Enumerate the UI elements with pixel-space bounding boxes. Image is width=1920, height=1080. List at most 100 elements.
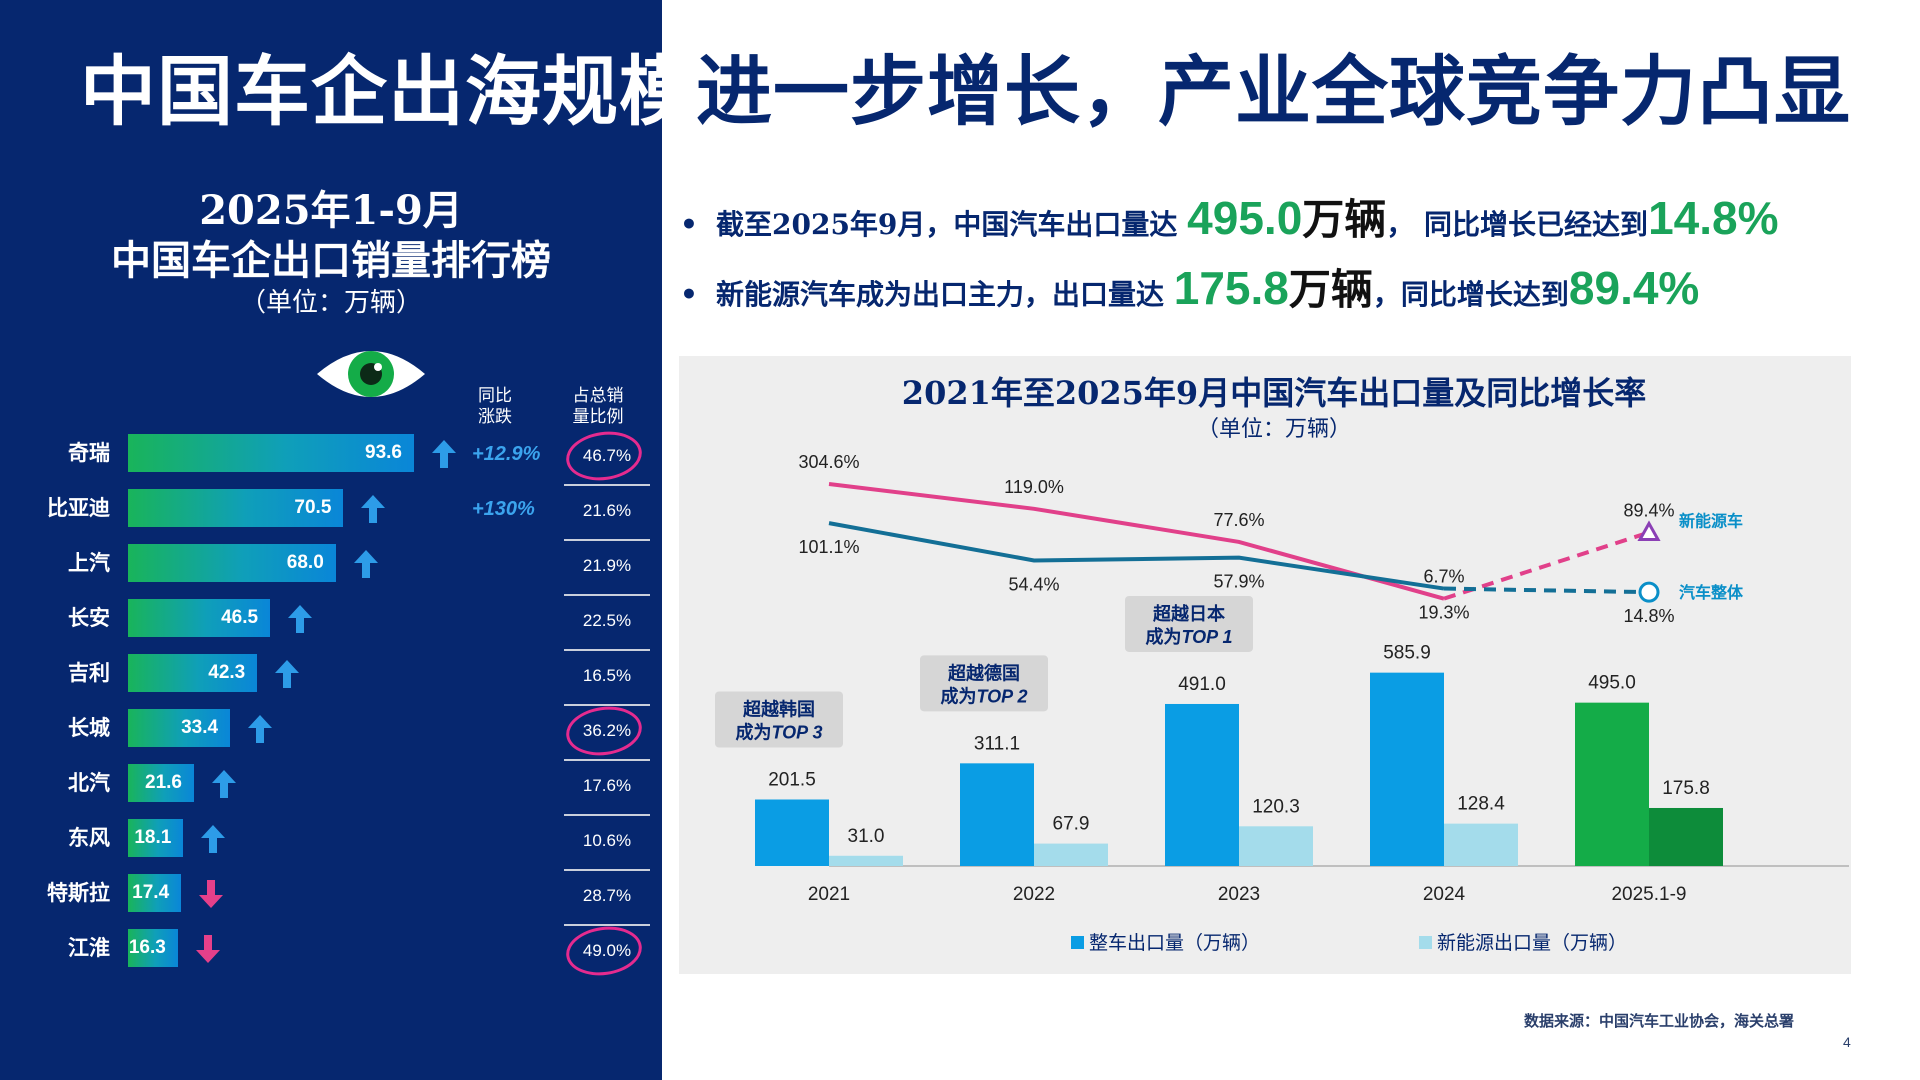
ranking-bar-value: 93.6: [365, 442, 402, 463]
ranking-brand-name: 江淮: [68, 935, 110, 960]
ranking-bar: 68.0: [128, 544, 336, 582]
bullet-item: • 新能源汽车成为出口主力，出口量达 175.8万辆，同比增长达到89.4%: [680, 256, 1699, 317]
bullet-unit: 万辆: [1302, 195, 1387, 244]
ranking-bar: 70.5: [128, 489, 344, 527]
bar-nev-export: [1239, 826, 1313, 866]
ranking-row: 长安 46.5 22.5%: [0, 599, 662, 643]
triangle-marker-icon: [1637, 520, 1661, 541]
ranking-bar-value: 21.6: [145, 772, 182, 793]
x-tick-label: 2025.1-9: [1611, 884, 1686, 905]
share-divider: [564, 539, 650, 541]
eye-icon: [317, 351, 425, 397]
growth-label: 14.8%: [1623, 606, 1674, 626]
growth-label: 77.6%: [1213, 510, 1264, 530]
share-divider: [564, 814, 650, 816]
bullet-text: ，同比增长达到: [1372, 278, 1569, 311]
line-nev-growth-dashed: [1443, 530, 1650, 601]
ranking-row: 北汽 21.6 17.6%: [0, 764, 662, 808]
ranking-bar-value: 70.5: [294, 497, 332, 518]
line-nev-growth: [828, 482, 1445, 601]
bar-nev-label: 67.9: [1053, 814, 1090, 835]
x-tick-label: 2023: [1218, 884, 1260, 905]
ranking-share: 46.7%: [582, 446, 632, 465]
milestone-line2: 成为TOP 1: [1145, 626, 1232, 648]
ranking-brand-name: 特斯拉: [47, 880, 110, 905]
ranking-unit: （单位：万辆）: [239, 288, 422, 318]
milestone-line2-text: 成为: [1145, 626, 1181, 648]
growth-label: 54.4%: [1008, 574, 1059, 594]
x-tick-label: 2024: [1423, 884, 1466, 905]
arrow-up-icon: [288, 605, 313, 633]
growth-label: 101.1%: [798, 537, 859, 557]
bar-total-label: 495.0: [1588, 673, 1636, 694]
bar-total-export: [1165, 703, 1239, 866]
milestone-line2: 成为TOP 2: [940, 685, 1027, 707]
milestone-line2-text: 成为: [940, 685, 976, 707]
bullet-percent: 14.8%: [1648, 192, 1779, 244]
milestone-badge: [920, 655, 1048, 712]
bar-total-export: [960, 763, 1034, 866]
ranking-bar: 33.4: [128, 709, 231, 747]
growth-label: 119.0%: [1004, 477, 1064, 497]
milestone-badge: [715, 691, 843, 748]
bullet-number: 495.0: [1187, 192, 1303, 244]
ranking-bar: 18.1: [128, 819, 184, 857]
bar-total-export: [1370, 672, 1444, 866]
milestone-line1: 超越韩国: [743, 699, 815, 721]
page-title-part1: 中国车企出海规模: [80, 47, 696, 136]
milestone-line1: 超越德国: [948, 662, 1020, 684]
growth-series-name: 新能源车: [1679, 511, 1743, 530]
ranking-row: 江淮 16.3 49.0%: [0, 921, 662, 981]
ranking-share: 21.6%: [582, 501, 632, 520]
circle-marker-icon: [1638, 581, 1660, 603]
left-panel: [0, 0, 662, 1080]
bar-total-label: 491.0: [1178, 674, 1226, 695]
milestone-rank: TOP 2: [976, 686, 1027, 706]
ranking-bar-value: 17.4: [132, 882, 170, 903]
ranking-bar-value: 68.0: [286, 552, 324, 573]
line-total-growth: [828, 521, 1445, 591]
ranking-share: 17.6%: [582, 776, 632, 795]
milestone-line2: 成为TOP 3: [735, 722, 822, 744]
bar-nev-export: [1444, 823, 1518, 866]
ranking-row: 奇瑞 93.6 +12.9% 46.7%: [0, 426, 662, 486]
share-divider: [564, 649, 650, 651]
ranking-bar: 93.6: [128, 434, 414, 472]
growth-label: 304.6%: [798, 452, 859, 472]
ranking-brand-name: 长城: [68, 715, 110, 740]
data-source: 数据来源：中国汽车工业协会，海关总署: [1524, 1012, 1795, 1030]
ranking-row: 上汽 68.0 21.9%: [0, 544, 662, 588]
bullet-text: 截至2025年9月，中国汽车出口量达: [716, 208, 1188, 241]
ranking-row: 吉利 42.3 16.5%: [0, 654, 662, 698]
ranking-share: 49.0%: [582, 941, 632, 960]
ranking-row: 比亚迪 70.5 +130% 21.6%: [0, 489, 662, 533]
ranking-bar-value: 42.3: [208, 662, 246, 683]
ranking-share: 28.7%: [582, 886, 632, 905]
bar-nev-label: 31.0: [848, 826, 885, 847]
arrow-up-icon: [353, 550, 378, 578]
arrow-up-icon: [361, 495, 386, 523]
arrow-up-icon: [248, 715, 273, 743]
milestone-rank: TOP 1: [1181, 627, 1232, 647]
share-divider: [564, 594, 650, 596]
ranking-brand-name: 奇瑞: [68, 440, 110, 465]
ranking-brand-name: 吉利: [68, 660, 110, 685]
growth-label: 19.3%: [1418, 603, 1469, 623]
legend-swatch-nev: [1419, 936, 1432, 949]
share-divider: [564, 704, 650, 706]
page-title-part2: 进一步增长，产业全球竞争力凸显: [696, 47, 1851, 136]
ranking-title-line1: 2025年1-9月: [199, 187, 463, 234]
ranking-title: 2025年1-9月 中国车企出口销量排行榜: [0, 186, 662, 286]
ranking-title-line2: 中国车企出口销量排行榜: [111, 237, 551, 284]
bullet-dot: •: [680, 278, 698, 311]
ranking-yoy: +130%: [472, 498, 535, 520]
bar-total-export: [1575, 702, 1649, 866]
bar-nev-export: [1034, 843, 1108, 866]
ranking-bar-value: 33.4: [181, 717, 219, 738]
share-divider: [564, 924, 650, 926]
growth-label: 57.9%: [1213, 572, 1264, 592]
bar-total-label: 311.1: [974, 733, 1020, 754]
ranking-row: 特斯拉 17.4 28.7%: [0, 874, 662, 918]
ranking-bar-value: 18.1: [134, 827, 172, 848]
arrow-up-icon: [275, 660, 300, 688]
